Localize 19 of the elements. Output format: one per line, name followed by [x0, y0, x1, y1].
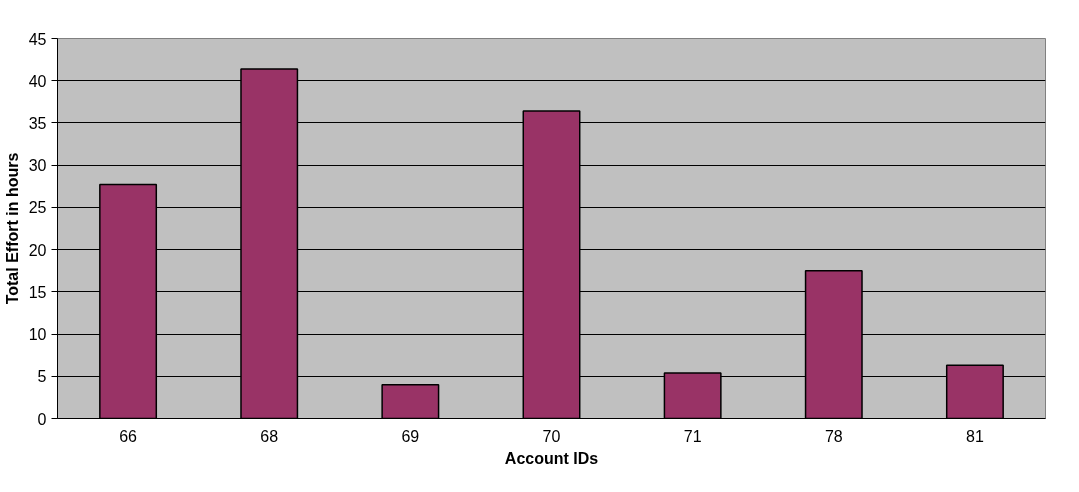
y-tick-label: 45 — [28, 30, 47, 48]
y-tick-label: 10 — [28, 326, 47, 344]
x-tick-label: 70 — [542, 427, 561, 445]
y-tick-label: 30 — [28, 157, 47, 175]
y-tick-label: 20 — [28, 241, 47, 259]
x-axis-title: Account IDs — [504, 449, 599, 467]
x-tick-label: 71 — [683, 427, 702, 445]
y-tick-label: 40 — [28, 72, 47, 90]
x-tick-label: 69 — [401, 427, 420, 445]
y-tick-label: 15 — [28, 283, 47, 301]
x-tick-label: 81 — [966, 427, 984, 445]
y-tick-label: 25 — [28, 199, 47, 217]
y-tick-label: 5 — [37, 368, 47, 386]
y-tick-label: 0 — [37, 410, 47, 428]
x-tick-label: 78 — [824, 427, 843, 445]
x-tick-label: 68 — [260, 427, 279, 445]
y-axis-title: Total Effort in hours — [3, 152, 21, 305]
y-tick-label: 35 — [28, 114, 47, 132]
x-tick-label: 66 — [119, 427, 138, 445]
